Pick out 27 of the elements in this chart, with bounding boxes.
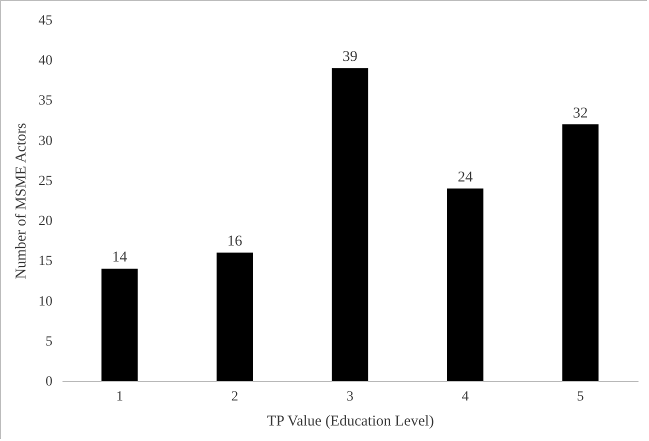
- data-label: 14: [112, 250, 128, 266]
- y-tick-label: 0: [46, 374, 52, 390]
- bar: [447, 188, 484, 381]
- y-tick-label: 5: [46, 334, 52, 350]
- y-tick-label: 30: [38, 134, 52, 149]
- x-tick-label: 1: [116, 390, 124, 404]
- y-tick-label: 35: [38, 94, 52, 109]
- x-tick-label: 3: [346, 390, 354, 404]
- bar: [216, 252, 253, 381]
- data-label: 39: [342, 49, 358, 66]
- y-tick-label: 25: [38, 174, 52, 189]
- data-label: 16: [227, 234, 243, 250]
- x-axis-title: TP Value (Education Level): [266, 414, 434, 430]
- data-label: 32: [572, 105, 588, 122]
- bar: [101, 268, 138, 381]
- y-tick-label: 10: [38, 294, 52, 310]
- x-tick-label: 2: [231, 390, 238, 404]
- y-axis-title: Number of MSME Actors: [14, 122, 30, 280]
- y-tick-label: 45: [38, 14, 52, 28]
- x-tick-label: 4: [462, 390, 469, 404]
- y-tick-label: 20: [38, 214, 52, 230]
- y-tick-label: 40: [38, 54, 52, 69]
- y-tick-label: 15: [38, 254, 52, 270]
- x-tick-label: 5: [576, 390, 584, 404]
- bar: [332, 68, 368, 381]
- bar: [562, 124, 599, 381]
- data-label: 24: [458, 169, 474, 186]
